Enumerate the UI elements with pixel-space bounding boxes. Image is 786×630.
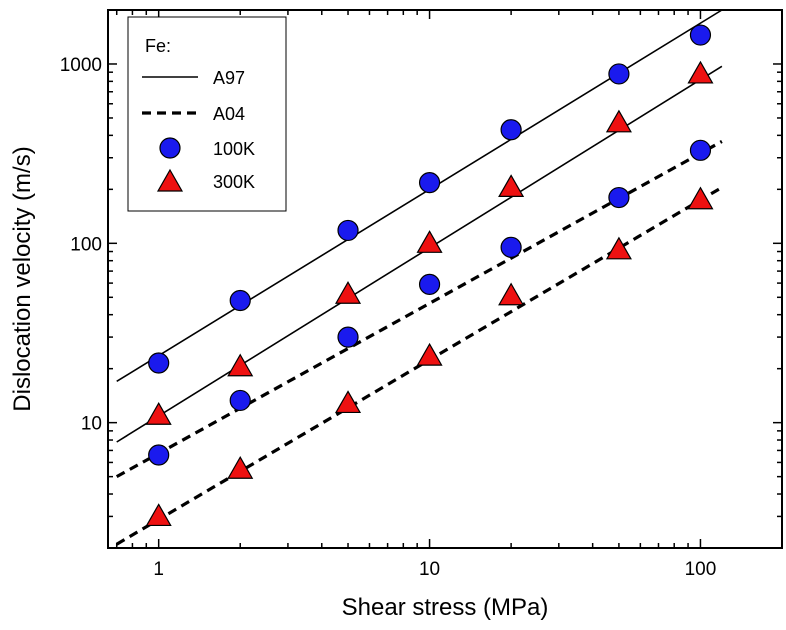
point-300k-4 bbox=[498, 174, 525, 198]
x-tick-label-10: 10 bbox=[419, 559, 440, 580]
plot-frame bbox=[107, 9, 783, 549]
point-300k-11 bbox=[498, 282, 525, 306]
point-300k-1 bbox=[227, 353, 254, 377]
point-300k-8 bbox=[227, 456, 254, 479]
axis-ticks bbox=[108, 9, 783, 549]
point-100k-5 bbox=[608, 63, 630, 85]
y-tick-label-1000: 1000 bbox=[60, 55, 102, 76]
x-tick-label-100: 100 bbox=[685, 559, 717, 580]
point-300k-10 bbox=[416, 342, 443, 366]
y-tick-label-10: 10 bbox=[81, 414, 102, 435]
point-100k-12 bbox=[608, 186, 630, 209]
point-300k-13 bbox=[687, 186, 714, 210]
fit-line-a04-3 bbox=[115, 186, 723, 546]
point-100k-1 bbox=[229, 289, 251, 312]
point-100k-10 bbox=[418, 273, 441, 296]
point-300k-2 bbox=[334, 281, 362, 304]
point-100k-2 bbox=[337, 219, 359, 242]
point-300k-0 bbox=[145, 402, 172, 425]
legend-label-300k: 300K bbox=[213, 172, 255, 192]
legend-title: Fe: bbox=[145, 36, 171, 56]
point-100k-13 bbox=[689, 139, 712, 161]
x-axis-title: Shear stress (MPa) bbox=[342, 594, 549, 621]
point-300k-6 bbox=[687, 60, 714, 84]
legend-triangle-marker bbox=[156, 168, 184, 192]
legend-circle-marker bbox=[159, 137, 181, 159]
y-tick-label-100: 100 bbox=[70, 234, 102, 255]
point-100k-4 bbox=[500, 119, 522, 141]
legend-label-a97: A97 bbox=[213, 68, 245, 88]
series-markers bbox=[145, 24, 714, 527]
point-100k-9 bbox=[337, 326, 359, 348]
tick-labels: 1 10 100 10 100 1000 bbox=[60, 55, 717, 580]
point-300k-12 bbox=[605, 236, 632, 260]
point-100k-11 bbox=[500, 236, 522, 258]
point-100k-8 bbox=[229, 389, 251, 412]
point-100k-3 bbox=[418, 172, 441, 194]
point-300k-7 bbox=[145, 503, 172, 527]
point-300k-9 bbox=[334, 390, 362, 414]
point-300k-3 bbox=[416, 230, 443, 253]
point-100k-7 bbox=[148, 444, 170, 466]
point-100k-6 bbox=[689, 24, 712, 46]
legend-label-a04: A04 bbox=[213, 104, 245, 124]
point-100k-0 bbox=[148, 352, 170, 374]
legend-label-100k: 100K bbox=[213, 139, 255, 159]
y-axis-title: Dislocation velocity (m/s) bbox=[9, 146, 36, 411]
point-300k-5 bbox=[605, 109, 632, 133]
legend-box bbox=[127, 16, 287, 212]
x-tick-label-1: 1 bbox=[153, 559, 164, 580]
legend: Fe: A97 A04 100K 300K bbox=[127, 16, 287, 212]
